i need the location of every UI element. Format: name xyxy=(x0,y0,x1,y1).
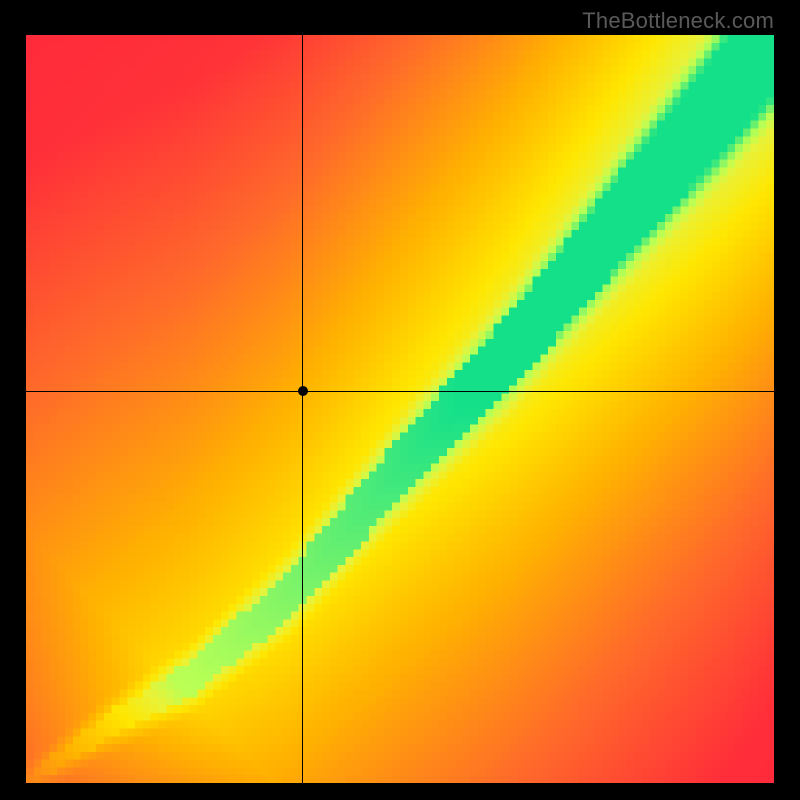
chart-stage: TheBottleneck.com xyxy=(0,0,800,800)
bottleneck-heatmap xyxy=(26,35,774,783)
watermark-text: TheBottleneck.com xyxy=(582,8,774,34)
crosshair-horizontal-line xyxy=(26,391,774,392)
crosshair-marker-dot xyxy=(298,386,308,396)
crosshair-vertical-line xyxy=(302,35,303,783)
